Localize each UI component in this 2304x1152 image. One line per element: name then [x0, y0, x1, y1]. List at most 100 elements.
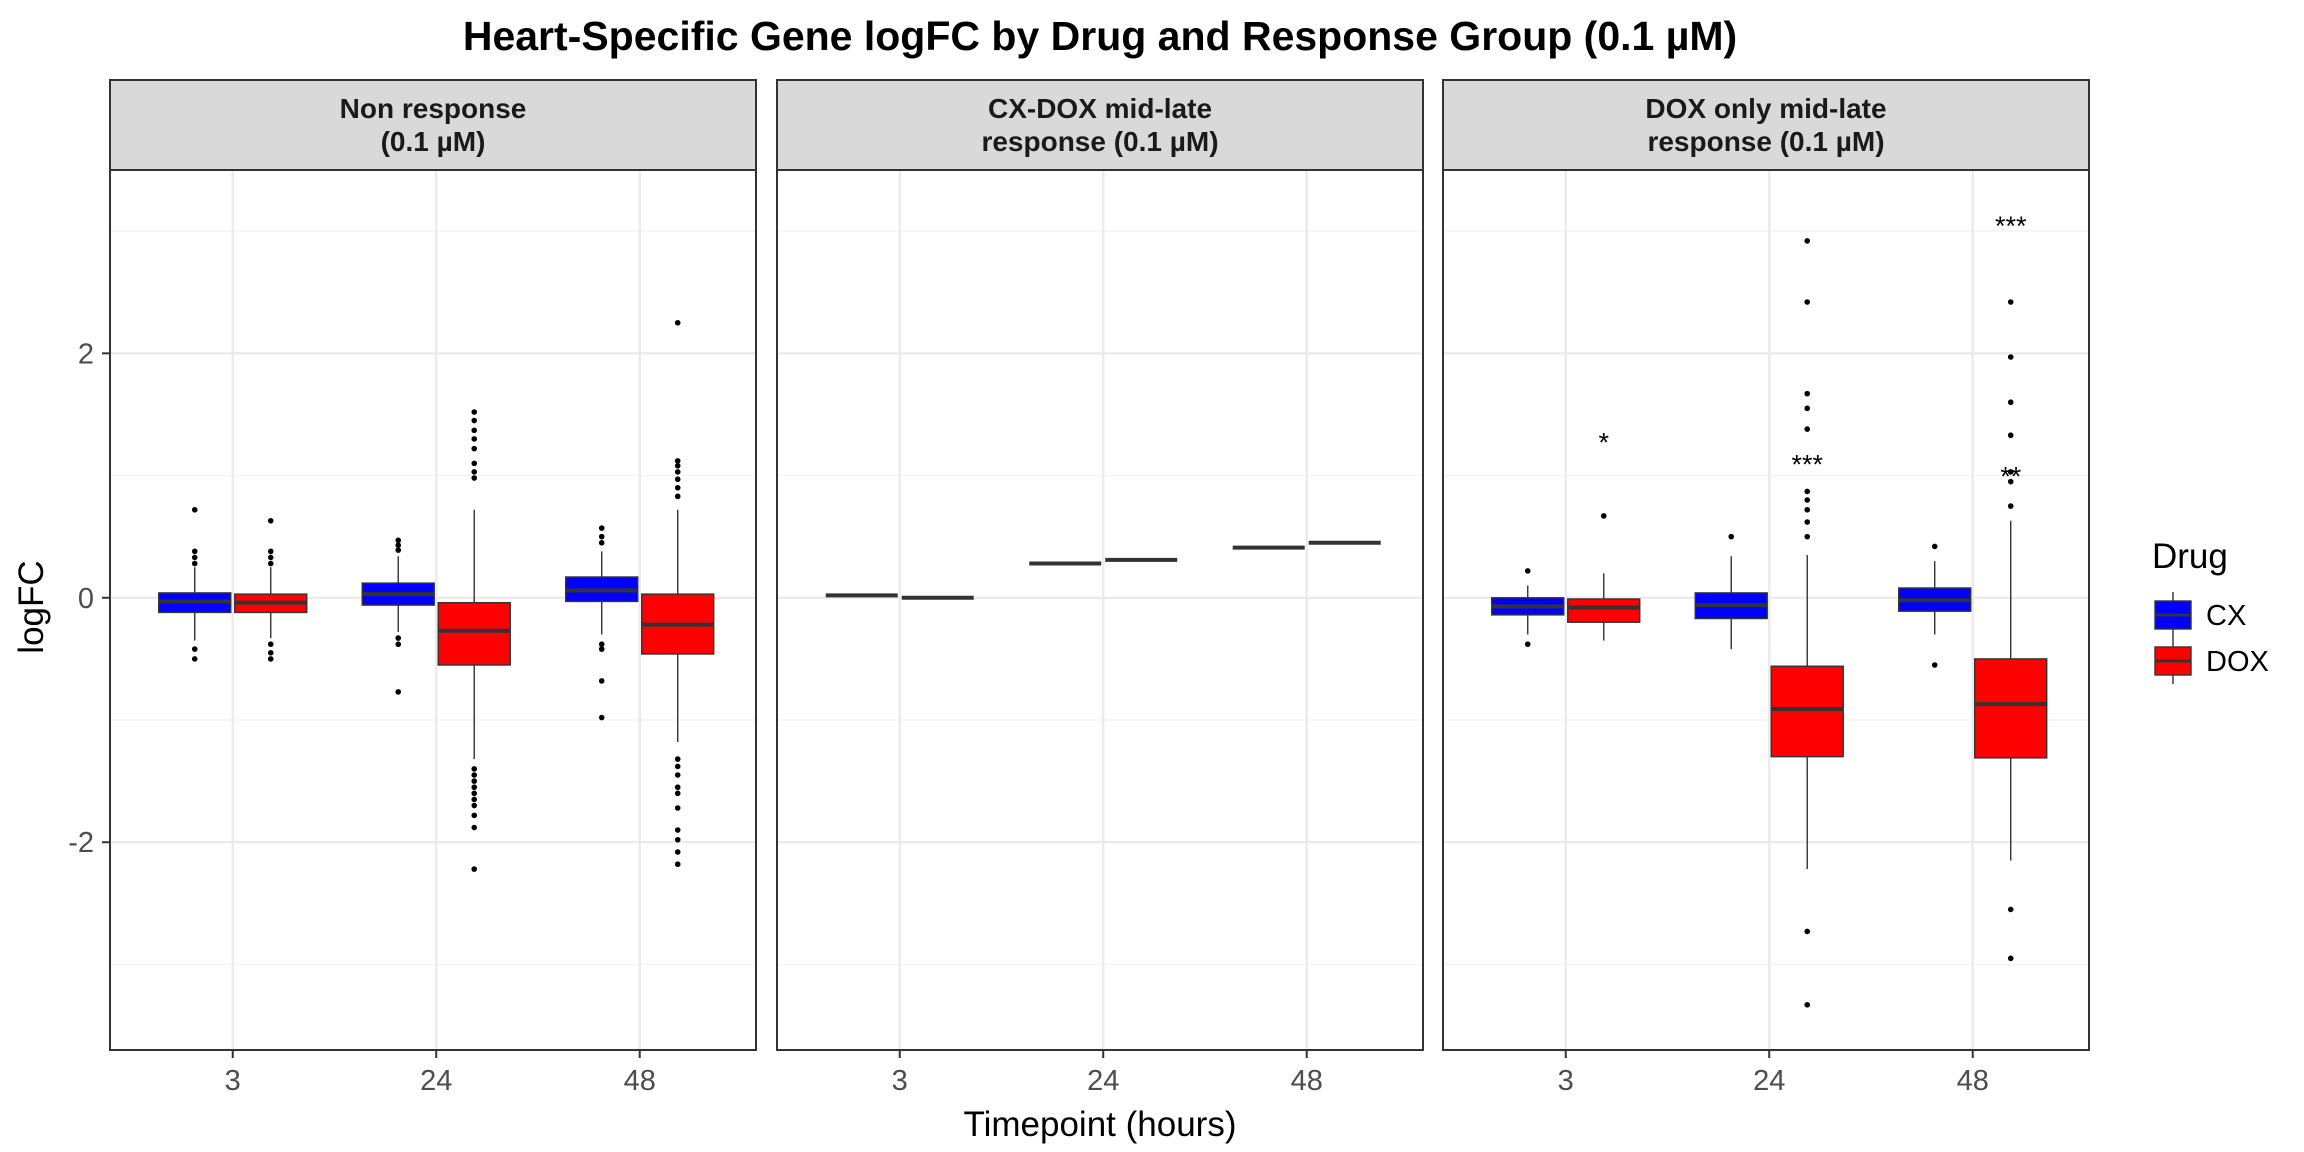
legend-entry-dox: DOX — [2154, 638, 2269, 684]
facet-strip — [1442, 79, 2090, 171]
legend: Drug CX DOX — [2152, 537, 2269, 684]
outlier-point — [2007, 478, 2014, 485]
outlier-point — [598, 714, 605, 721]
outlier-point — [2007, 432, 2014, 439]
outlier-point — [471, 824, 478, 831]
outlier-point — [1804, 497, 1811, 503]
outlier-point — [598, 678, 605, 684]
outlier-point — [1524, 641, 1531, 648]
outlier-point — [1804, 928, 1811, 935]
boxplot-cx-24h — [361, 537, 435, 695]
significance-label: ** — [2000, 462, 2022, 492]
boxplot-cx-3h — [158, 506, 232, 662]
x-tick-label: 48 — [1291, 1065, 1323, 1097]
outlier-point — [674, 462, 681, 469]
outlier-point — [674, 493, 681, 500]
x-tick-label: 3 — [225, 1065, 241, 1097]
outlier-point — [1600, 513, 1607, 519]
outlier-point — [191, 506, 198, 513]
outlier-point — [598, 646, 605, 652]
outlier-point — [1931, 662, 1938, 668]
outlier-point — [1804, 506, 1811, 513]
boxplot-cx-48h — [1898, 543, 1972, 668]
outlier-point — [471, 790, 478, 797]
x-tick-label: 48 — [1957, 1065, 1989, 1097]
outlier-point — [471, 409, 478, 415]
outlier-point — [1804, 1001, 1811, 1008]
outlier-point — [674, 319, 681, 326]
legend-entries: CX DOX — [2154, 592, 2269, 684]
outlier-point — [1524, 568, 1531, 574]
outlier-point — [2007, 906, 2014, 913]
outlier-point — [191, 656, 198, 662]
y-tick-label: 0 — [78, 583, 94, 615]
outlier-point — [674, 805, 681, 811]
y-tick-label: 2 — [78, 338, 94, 370]
y-axis-label: logFC — [12, 560, 51, 653]
box-body — [1770, 665, 1844, 758]
outlier-point — [267, 656, 274, 662]
outlier-point — [674, 784, 681, 791]
outlier-point — [395, 537, 402, 544]
outlier-point — [2007, 399, 2014, 406]
boxplot-cx-48h — [565, 525, 639, 721]
outlier-point — [1931, 543, 1938, 550]
outlier-point — [1804, 533, 1811, 540]
x-tick-label: 24 — [420, 1065, 452, 1097]
outlier-point — [471, 796, 478, 803]
outlier-point — [2007, 503, 2014, 509]
facet-strip-label-line2: response (0.1 µM) — [981, 126, 1218, 157]
outlier-point — [674, 827, 681, 833]
outlier-point — [674, 469, 681, 475]
x-tick-label: 3 — [1558, 1065, 1574, 1097]
outlier-point — [598, 539, 605, 546]
outlier-point — [1804, 238, 1811, 244]
boxplot-dox-24h — [1770, 238, 1844, 1008]
outlier-point — [471, 784, 478, 791]
outlier-point — [674, 763, 681, 770]
boxplot-dox-48h — [641, 319, 715, 868]
legend-label: DOX — [2206, 646, 2269, 678]
outlier-point — [471, 766, 478, 772]
outlier-point — [267, 560, 274, 567]
outlier-point — [191, 548, 198, 555]
outlier-point — [471, 866, 478, 872]
outlier-point — [471, 436, 478, 442]
outlier-point — [395, 689, 402, 695]
outlier-point — [1804, 426, 1811, 432]
outlier-point — [2007, 299, 2014, 305]
x-tick-label: 24 — [1753, 1065, 1785, 1097]
panel-background — [777, 170, 1423, 1050]
outlier-point — [191, 646, 198, 652]
outlier-point — [471, 802, 478, 809]
boxplot-cx-3h — [1491, 568, 1565, 648]
outlier-point — [1804, 488, 1811, 495]
outlier-point — [2007, 955, 2014, 962]
boxplot-dox-48h — [1974, 299, 2048, 962]
outlier-point — [267, 554, 274, 561]
outlier-point — [1804, 519, 1811, 525]
outlier-point — [267, 517, 274, 524]
outlier-point — [471, 445, 478, 452]
outlier-point — [674, 861, 681, 868]
significance-label: * — [1598, 427, 1609, 457]
x-axis-label: Timepoint (hours) — [964, 1105, 1237, 1144]
outlier-point — [1804, 390, 1811, 397]
outlier-point — [395, 641, 402, 648]
outlier-point — [674, 756, 681, 762]
outlier-point — [674, 836, 681, 843]
significance-label: *** — [1995, 211, 2027, 241]
outlier-point — [1804, 299, 1811, 305]
outlier-point — [674, 476, 681, 483]
outlier-point — [471, 812, 478, 819]
outlier-point — [471, 778, 478, 784]
outlier-point — [191, 554, 198, 561]
outlier-point — [598, 641, 605, 648]
outlier-point — [2007, 469, 2014, 475]
outlier-point — [471, 772, 478, 778]
outlier-point — [471, 460, 478, 467]
outlier-point — [267, 649, 274, 656]
